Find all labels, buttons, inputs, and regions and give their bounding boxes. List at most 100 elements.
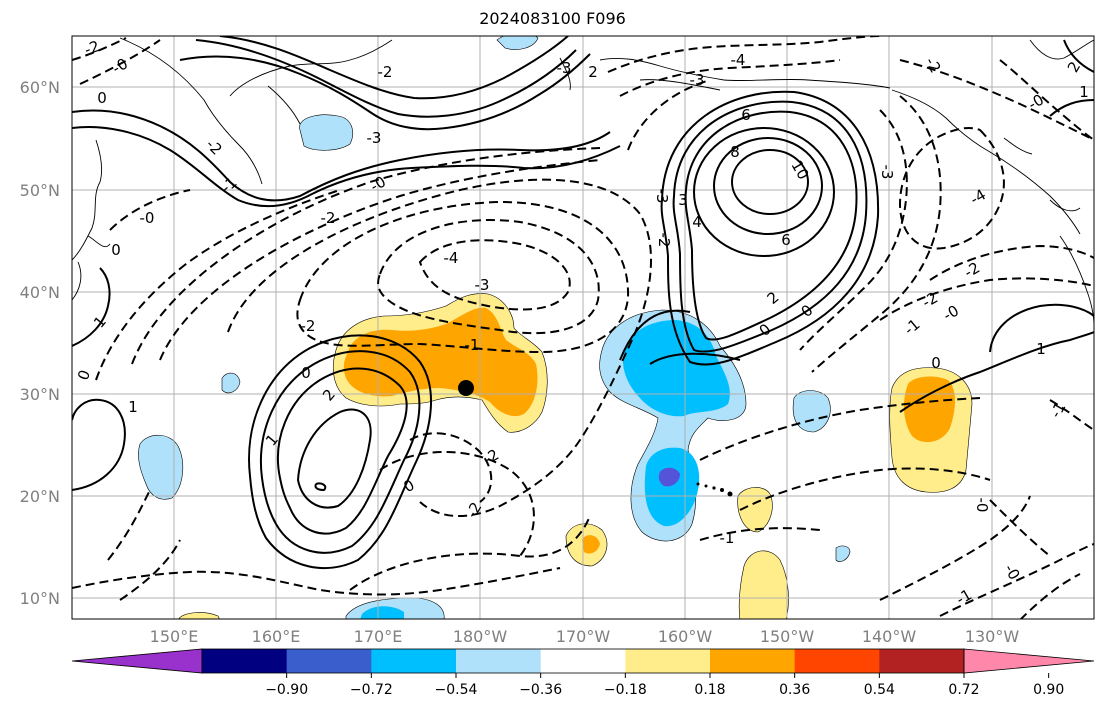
contour-label: 3 — [678, 191, 688, 209]
lat-axis: 60°N 50°N 40°N 30°N 20°N 10°N — [20, 78, 60, 608]
contour-label: 0 — [111, 241, 121, 259]
map-content: -2 -0 0 -2 -1 -0 0 1 0 1 -2 -3 -0 -2 -4 -3 -2 -1 0 2 1 0 -2 -2 -… — [72, 36, 1094, 619]
lon-label: 150°E — [150, 627, 199, 646]
contour-label: -3 — [653, 189, 671, 204]
contour-label: -0 — [973, 498, 991, 513]
contour-label: -2 — [378, 63, 393, 81]
contour-label-text: 6 — [741, 106, 751, 124]
colorbar-segment — [625, 649, 711, 673]
contour-label: -1 — [953, 585, 975, 608]
lat-label: 10°N — [20, 589, 60, 608]
colorbar-segment — [794, 649, 880, 673]
colorbar-segment — [710, 649, 796, 673]
contour-labels: -2 -0 0 -2 -1 -0 0 1 0 1 -2 -3 -0 -2 -4 -3 -2 -1 0 2 1 0 -2 -2 -… — [74, 37, 1089, 609]
hawaii-islands — [696, 482, 733, 497]
lon-label: 170°W — [556, 627, 611, 646]
colorbar-segment — [456, 649, 542, 673]
contour-label-text: 0 — [111, 241, 121, 259]
lat-label: 50°N — [20, 181, 60, 200]
contour-label: -2 — [921, 54, 944, 76]
contour-label-text: 1 — [1036, 340, 1046, 358]
contour-label: 1 — [1036, 340, 1046, 358]
colorbar: −0.90 −0.72 −0.54 −0.36 −0.18 0.18 0.36 0.54 0.7… — [71, 648, 1095, 698]
contour-label: 0 — [97, 89, 107, 107]
contour-label-text: 8 — [730, 143, 740, 161]
colorbar-segment — [371, 649, 457, 673]
contour-label-text: 1 — [1079, 83, 1089, 101]
contour-label-text: -2 — [321, 209, 336, 227]
contour-label-text: -3 — [367, 129, 382, 147]
contour-label: 8 — [730, 143, 740, 161]
contour-label-text: 0 — [301, 364, 311, 382]
contour-label-text: -3 — [557, 59, 572, 77]
contour-label: 0 — [931, 354, 941, 372]
contour-label-text: 4 — [692, 213, 702, 231]
contour-label: -3 — [557, 59, 572, 77]
contour-label: -3 — [475, 276, 490, 294]
colorbar-segment — [879, 649, 965, 673]
contour-label: 0 — [301, 364, 311, 382]
contour-label: -2 — [480, 445, 502, 468]
contour-label: 6 — [781, 231, 791, 249]
contour-label: -1 — [1046, 399, 1069, 421]
colorbar-tick-label: −0.36 — [519, 682, 562, 698]
contour-label-text: -2 — [82, 37, 102, 59]
contour-label: -2 — [961, 258, 983, 281]
position-marker — [458, 380, 474, 396]
colorbar-tick-label: 0.18 — [694, 682, 725, 698]
contour-label: -1 — [900, 315, 923, 338]
colorbar-tick-label: 0.36 — [779, 682, 810, 698]
contour-label-text: -4 — [444, 249, 459, 267]
contour-label-text: -2 — [301, 317, 316, 335]
contour-label-text: -4 — [731, 51, 746, 69]
lon-axis: 150°E 160°E 170°E 180°W 170°W 160°W 150°… — [150, 627, 1020, 646]
contour-label: -1 — [720, 529, 735, 547]
contour-label: -1 — [465, 336, 480, 354]
colorbar-extend-low — [71, 648, 203, 674]
colorbar-tick-label: −0.18 — [604, 682, 647, 698]
lon-label: 160°E — [252, 627, 301, 646]
contour-label: 4 — [692, 213, 702, 231]
contour-label-text: 1 — [128, 398, 138, 416]
contour-label: -0 — [1000, 561, 1023, 583]
shading-mid-blue — [360, 320, 730, 619]
contour-label-text: 0 — [931, 354, 941, 372]
colorbar-extend-high — [963, 648, 1095, 674]
lon-label: 140°W — [862, 627, 917, 646]
contour-label: -3 — [690, 71, 705, 89]
contour-label: -2 — [82, 37, 102, 59]
contour-label-text: -0 — [973, 498, 991, 513]
map-title: 2024083100 F096 — [479, 9, 626, 28]
colorbar-segment — [286, 649, 372, 673]
colorbar-frame — [201, 648, 965, 674]
contour-label-text: -0 — [140, 209, 155, 227]
contour-label-text: 3 — [678, 191, 688, 209]
contours-negative — [72, 36, 1094, 619]
contour-label: -0 — [940, 301, 962, 324]
contour-label: -3 — [367, 129, 382, 147]
contour-label: 0 — [74, 367, 94, 382]
contour-label: -3 — [878, 165, 896, 180]
contour-label: -2 — [462, 499, 485, 521]
contour-label-text: -3 — [690, 71, 705, 89]
lat-label: 30°N — [20, 385, 60, 404]
colorbar-tick-label: −0.72 — [350, 682, 393, 698]
contour-label-text: -3 — [653, 189, 671, 204]
contour-label: 2 — [588, 63, 598, 81]
contour-label-text: 0 — [97, 89, 107, 107]
colorbar-tick-label: −0.54 — [435, 682, 478, 698]
map-frame — [71, 35, 1095, 620]
contour-label: 6 — [741, 106, 751, 124]
shading-dark-blue — [658, 467, 680, 487]
contour-label: 1 — [1079, 83, 1089, 101]
contour-label-text: -1 — [720, 529, 735, 547]
lat-label: 20°N — [20, 487, 60, 506]
contour-label: -2 — [202, 135, 225, 158]
contour-label: -2 — [321, 209, 336, 227]
colorbar-tick-label: −0.90 — [265, 682, 308, 698]
lon-label: 150°W — [760, 627, 815, 646]
contour-label-text: 6 — [781, 231, 791, 249]
contour-label-text: -2 — [378, 63, 393, 81]
contour-label: -0 — [1025, 90, 1047, 113]
colorbar-tick-label: 0.90 — [1033, 682, 1064, 698]
